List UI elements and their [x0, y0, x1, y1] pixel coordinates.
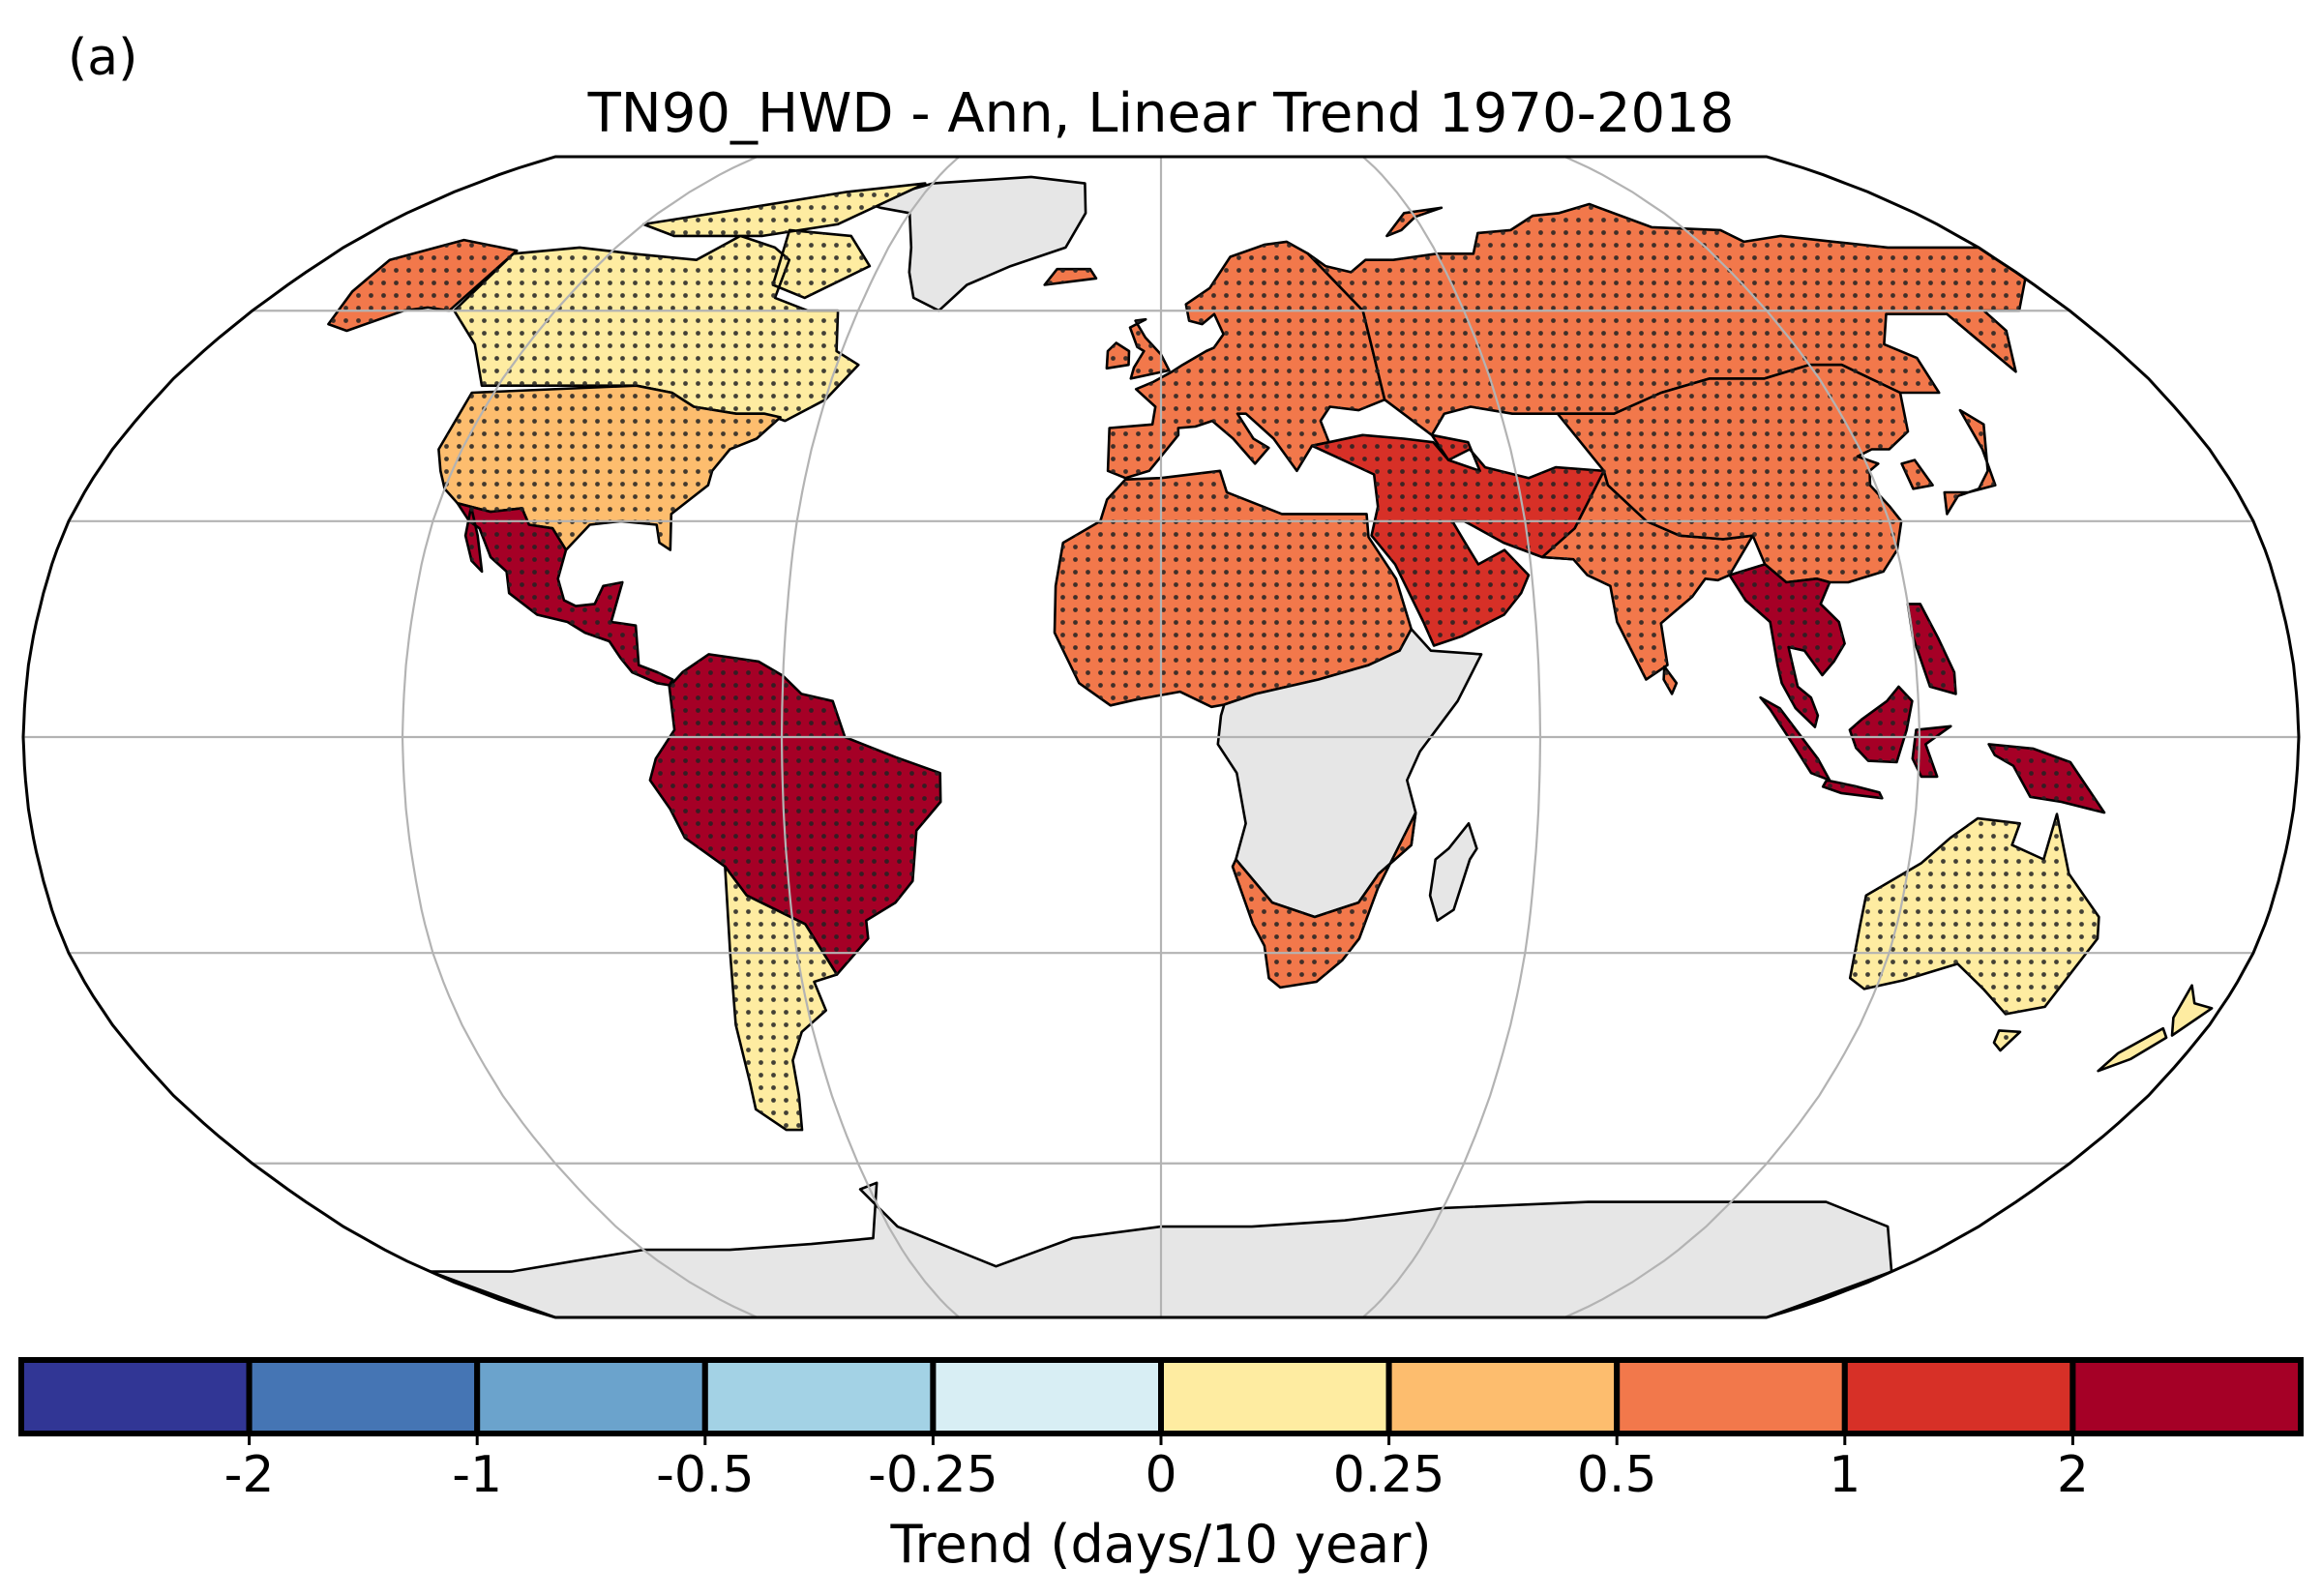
- meridian-line: [780, 157, 961, 1317]
- colorbar-bin: [1158, 1357, 1392, 1436]
- stipple-china: [1557, 365, 1996, 582]
- map-boundary: [21, 155, 2301, 1319]
- colorbar-bin: [1385, 1357, 1621, 1436]
- stipple-europe: [1044, 241, 1385, 479]
- significance-stippling: [328, 183, 2104, 1131]
- stipple-north-africa-sahara: [1055, 470, 1412, 707]
- colorbar-bin: [18, 1357, 253, 1436]
- stipple-mexico-and-central-america: [457, 503, 673, 686]
- graticule-lines: [23, 157, 2299, 1317]
- colorbar-bin: [701, 1357, 937, 1436]
- region-madagascar: [1428, 822, 1478, 922]
- region-greenland: [863, 175, 1087, 312]
- stipple-australia: [1850, 813, 2099, 1050]
- stipple-southern-south-america: [725, 866, 837, 1131]
- stipple-southeast-asia: [1729, 564, 2104, 813]
- stipple-alaska: [328, 240, 518, 331]
- world-map: [21, 155, 2301, 1319]
- panel-label: (a): [68, 29, 138, 87]
- colorbar-tick-label: 1: [1829, 1446, 1861, 1504]
- colorbar-tick-label: 0: [1145, 1446, 1177, 1504]
- region-new-zealand: [2097, 984, 2214, 1073]
- stipple-india: [1542, 470, 1753, 695]
- colorbar-tick-label: -1: [452, 1446, 503, 1504]
- colorbar-bin: [2069, 1357, 2304, 1436]
- stipple-southern-africa: [1233, 813, 1416, 988]
- stipple-middle-east: [1312, 434, 1604, 646]
- colorbar-tick-label: -0.5: [656, 1446, 755, 1504]
- colorbar-bin: [1614, 1357, 1848, 1436]
- colorbar-tick-label: -0.25: [868, 1446, 998, 1504]
- colorbar-bin: [474, 1357, 708, 1436]
- globe-outline: [21, 155, 2301, 1319]
- meridian-line: [1563, 157, 1921, 1317]
- meridian-line: [1361, 157, 1542, 1317]
- map-title: TN90_HWD - Ann, Linear Trend 1970-2018: [587, 82, 1735, 145]
- meridian-line: [401, 157, 759, 1317]
- stipple-canada: [454, 183, 926, 422]
- colorbar-bin: [1841, 1357, 2076, 1436]
- colorbar-tick-label: -2: [223, 1446, 275, 1504]
- colorbar-tick-label: 2: [2056, 1446, 2089, 1504]
- colorbar-tick-label: 0.25: [1332, 1446, 1445, 1504]
- colorbar-tick-label: 0.5: [1576, 1446, 1657, 1504]
- colorbar-bin: [930, 1357, 1165, 1436]
- colorbar-title: Trend (days/10 year): [890, 1514, 1432, 1575]
- stipple-united-states: [438, 385, 781, 550]
- stipple-russia: [1308, 204, 2026, 435]
- colorbar-bin: [246, 1357, 481, 1436]
- stipple-amazon-brazil: [649, 654, 941, 975]
